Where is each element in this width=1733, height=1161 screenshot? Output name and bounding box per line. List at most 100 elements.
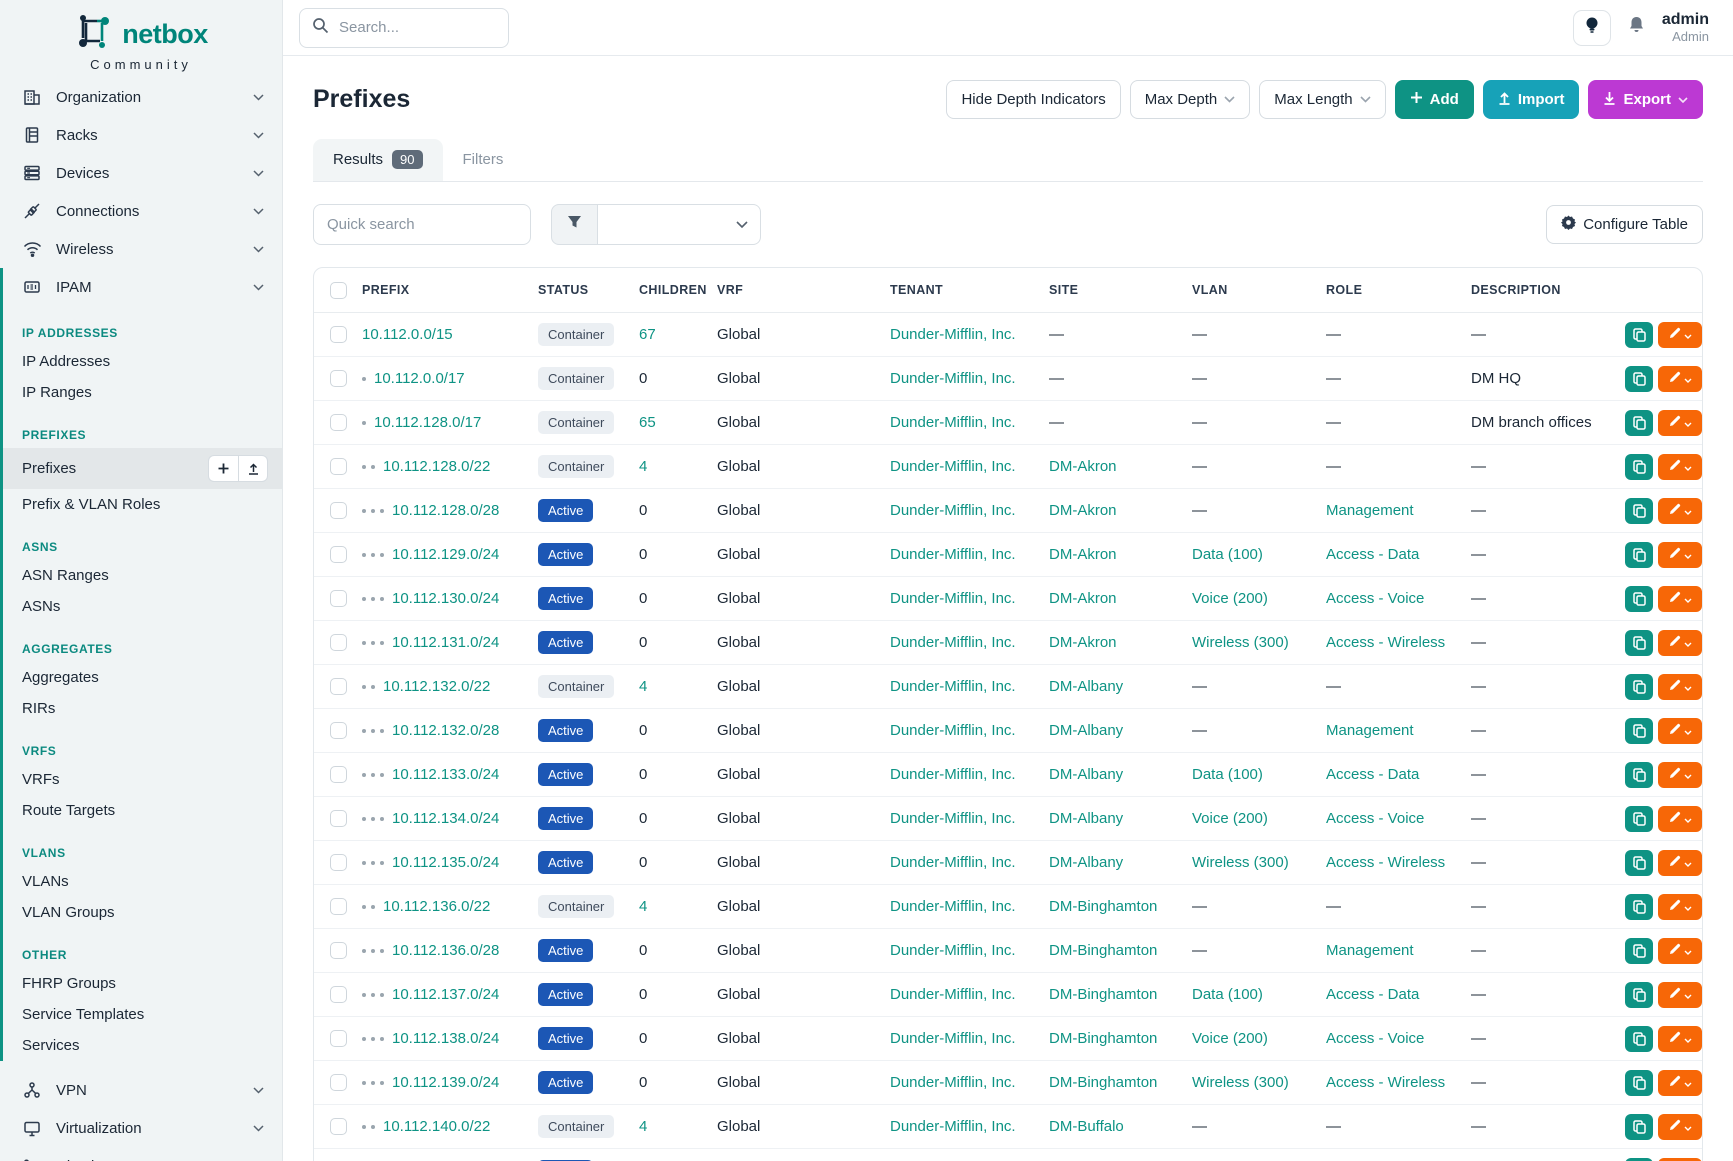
edit-button[interactable] — [1658, 1025, 1702, 1052]
clone-button[interactable] — [1625, 497, 1653, 524]
clone-button[interactable] — [1625, 1069, 1653, 1096]
edit-button[interactable] — [1658, 321, 1702, 348]
row-checkbox[interactable] — [329, 810, 347, 827]
clone-button[interactable] — [1625, 937, 1653, 964]
tab-filters[interactable]: Filters — [443, 139, 524, 181]
column-header-site[interactable]: SITE — [1049, 283, 1079, 297]
row-checkbox[interactable] — [329, 678, 347, 695]
hide-depth-indicators-button[interactable]: Hide Depth Indicators — [946, 80, 1121, 119]
prefix-link[interactable]: 10.112.129.0/24 — [392, 546, 500, 563]
row-checkbox[interactable] — [329, 326, 347, 343]
row-checkbox[interactable] — [329, 590, 347, 607]
edit-button[interactable] — [1658, 717, 1702, 744]
tenant-link[interactable]: Dunder-Mifflin, Inc. — [890, 722, 1016, 739]
tenant-link[interactable]: Dunder-Mifflin, Inc. — [890, 810, 1016, 827]
column-header-role[interactable]: ROLE — [1326, 283, 1363, 297]
tenant-link[interactable]: Dunder-Mifflin, Inc. — [890, 854, 1016, 871]
tenant-link[interactable]: Dunder-Mifflin, Inc. — [890, 370, 1016, 387]
sidebar-item-wireless[interactable]: Wireless — [0, 230, 282, 268]
clone-button[interactable] — [1625, 321, 1653, 348]
edit-button[interactable] — [1658, 629, 1702, 656]
prefix-link[interactable]: 10.112.132.0/28 — [392, 722, 500, 739]
sidebar-item-virtualization[interactable]: Virtualization — [0, 1109, 282, 1147]
clone-button[interactable] — [1625, 893, 1653, 920]
clone-button[interactable] — [1625, 365, 1653, 392]
sidebar-subitem-vlan-groups[interactable]: VLAN Groups — [3, 897, 282, 928]
clone-button[interactable] — [1625, 849, 1653, 876]
select-all-checkbox[interactable] — [329, 281, 347, 299]
prefix-link[interactable]: 10.112.136.0/22 — [383, 898, 491, 915]
edit-button[interactable] — [1658, 1158, 1702, 1161]
edit-button[interactable] — [1658, 805, 1702, 832]
sidebar-subitem-vrfs[interactable]: VRFs — [3, 764, 282, 795]
row-checkbox[interactable] — [329, 854, 347, 871]
edit-button[interactable] — [1658, 497, 1702, 524]
import-prefix-button[interactable] — [238, 455, 268, 482]
sidebar-subitem-route-targets[interactable]: Route Targets — [3, 795, 282, 826]
tenant-link[interactable]: Dunder-Mifflin, Inc. — [890, 1074, 1016, 1091]
row-checkbox[interactable] — [329, 634, 347, 651]
brand[interactable]: netbox Community — [0, 0, 282, 78]
prefix-link[interactable]: 10.112.0.0/15 — [362, 326, 453, 343]
sidebar-subitem-aggregates[interactable]: Aggregates — [3, 662, 282, 693]
edit-button[interactable] — [1658, 585, 1702, 612]
clone-button[interactable] — [1625, 629, 1653, 656]
sidebar-item-circuits[interactable]: Circuits — [0, 1147, 282, 1161]
search-input[interactable] — [339, 19, 479, 36]
prefix-link[interactable]: 10.112.137.0/24 — [392, 986, 500, 1003]
filter-button[interactable] — [551, 204, 598, 245]
clone-button[interactable] — [1625, 541, 1653, 568]
clone-button[interactable] — [1625, 981, 1653, 1008]
edit-button[interactable] — [1658, 409, 1702, 436]
edit-button[interactable] — [1658, 849, 1702, 876]
tenant-link[interactable]: Dunder-Mifflin, Inc. — [890, 502, 1016, 519]
edit-button[interactable] — [1658, 1113, 1702, 1140]
prefix-link[interactable]: 10.112.128.0/22 — [383, 458, 491, 475]
prefix-link[interactable]: 10.112.130.0/24 — [392, 590, 500, 607]
row-checkbox[interactable] — [329, 458, 347, 475]
prefix-link[interactable]: 10.112.0.0/17 — [374, 370, 465, 387]
column-header-tenant[interactable]: TENANT — [890, 283, 944, 297]
sidebar-item-vpn[interactable]: VPN — [0, 1071, 282, 1109]
edit-button[interactable] — [1658, 761, 1702, 788]
clone-button[interactable] — [1625, 761, 1653, 788]
max-depth-dropdown[interactable]: Max Depth — [1129, 80, 1251, 119]
edit-button[interactable] — [1658, 673, 1702, 700]
sidebar-subitem-ip-ranges[interactable]: IP Ranges — [3, 377, 282, 408]
sidebar-subitem-asns[interactable]: ASNs — [3, 591, 282, 622]
prefix-link[interactable]: 10.112.136.0/28 — [392, 942, 500, 959]
column-header-vlan[interactable]: VLAN — [1192, 283, 1228, 297]
row-checkbox[interactable] — [329, 1030, 347, 1047]
export-dropdown[interactable]: Export — [1588, 80, 1703, 119]
edit-button[interactable] — [1658, 541, 1702, 568]
tenant-link[interactable]: Dunder-Mifflin, Inc. — [890, 590, 1016, 607]
sidebar-subitem-ip-addresses[interactable]: IP Addresses — [3, 346, 282, 377]
sidebar-item-devices[interactable]: Devices — [0, 154, 282, 192]
configure-table-button[interactable]: Configure Table — [1546, 205, 1703, 244]
edit-button[interactable] — [1658, 1069, 1702, 1096]
column-header-description[interactable]: DESCRIPTION — [1471, 283, 1561, 297]
edit-button[interactable] — [1658, 893, 1702, 920]
row-checkbox[interactable] — [329, 898, 347, 915]
clone-button[interactable] — [1625, 585, 1653, 612]
add-button[interactable]: Add — [1394, 80, 1474, 119]
add-prefix-button[interactable] — [208, 455, 238, 482]
clone-button[interactable] — [1625, 1025, 1653, 1052]
column-header-prefix[interactable]: PREFIX — [362, 283, 410, 297]
sidebar-item-organization[interactable]: Organization — [0, 78, 282, 116]
row-checkbox[interactable] — [329, 414, 347, 431]
sidebar-item-ipam[interactable]: IPAM — [3, 268, 282, 306]
import-button[interactable]: Import — [1482, 80, 1580, 119]
sidebar-subitem-asn-ranges[interactable]: ASN Ranges — [3, 560, 282, 591]
sidebar-item-connections[interactable]: Connections — [0, 192, 282, 230]
row-checkbox[interactable] — [329, 1074, 347, 1091]
prefix-link[interactable]: 10.112.131.0/24 — [392, 634, 500, 651]
row-checkbox[interactable] — [329, 546, 347, 563]
global-search[interactable] — [299, 7, 509, 48]
column-header-children[interactable]: CHILDREN — [639, 283, 707, 297]
prefix-link[interactable]: 10.112.134.0/24 — [392, 810, 500, 827]
edit-button[interactable] — [1658, 981, 1702, 1008]
sidebar-subitem-fhrp-groups[interactable]: FHRP Groups — [3, 968, 282, 999]
user-menu[interactable]: admin Admin — [1662, 10, 1709, 45]
prefix-link[interactable]: 10.112.140.0/22 — [383, 1118, 491, 1135]
